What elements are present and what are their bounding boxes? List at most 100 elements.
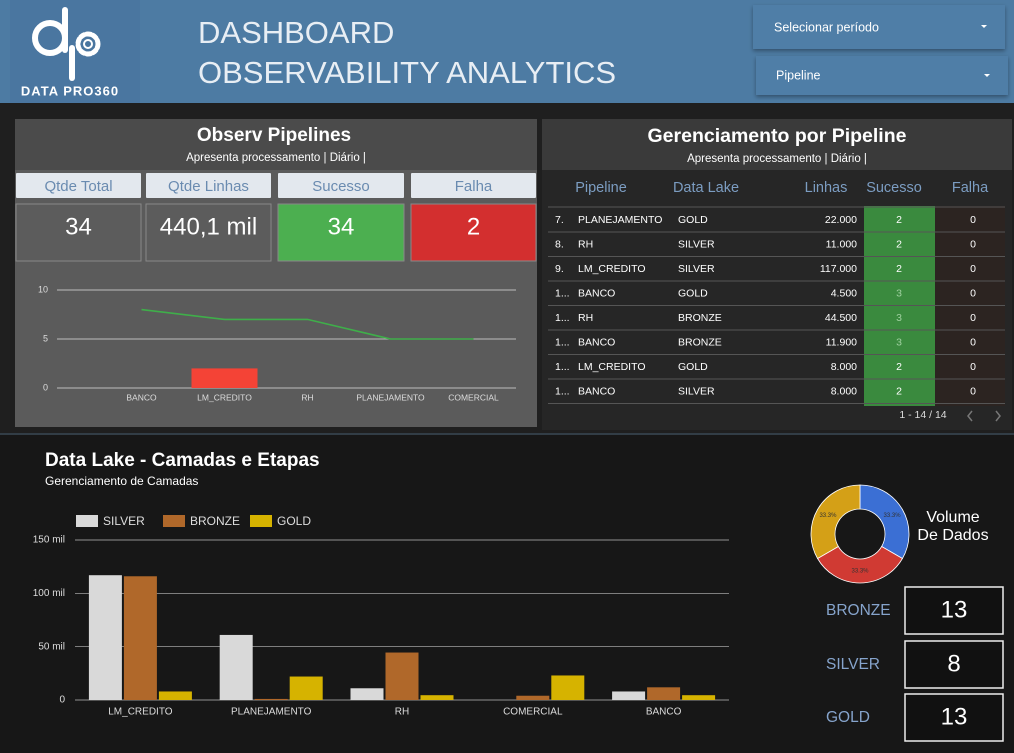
legend-swatch (76, 515, 98, 527)
x-tick-label: PLANEJAMENTO (231, 707, 312, 718)
table-header: Pipeline (575, 180, 627, 196)
chart-title: Volume De Dados (917, 509, 988, 544)
table-cell: 117.000 (820, 263, 857, 275)
bar (516, 695, 550, 700)
bar (219, 634, 253, 700)
kpi-value: 440,1 mil (160, 213, 257, 240)
next-page[interactable] (995, 410, 1001, 422)
dropdown-box[interactable] (756, 56, 1008, 95)
table-cell: 0 (970, 214, 976, 226)
kpi-value: 34 (328, 213, 355, 240)
dropdown-label[interactable]: Pipeline (776, 68, 821, 82)
table-cell: 22.000 (825, 214, 857, 226)
logo-icon (32, 7, 101, 81)
bar (551, 675, 585, 700)
table-cell: BRONZE (678, 336, 722, 348)
x-tick-label: RH (301, 392, 313, 402)
table-header: Sucesso (866, 180, 922, 196)
slice-label: 33.3% (884, 513, 902, 519)
y-tick-label: 50 mil (38, 641, 65, 652)
table-cell: SILVER (678, 385, 715, 397)
table-cell: 2 (896, 361, 902, 373)
table-header: Falha (952, 180, 989, 196)
table-cell: 9. (555, 263, 564, 275)
dropdown-arrow[interactable] (981, 25, 987, 28)
legend-swatch (163, 515, 185, 527)
scorecard-box (904, 586, 1004, 635)
table-cell: LM_CREDITO (578, 361, 646, 373)
scorecard-label: GOLD (826, 709, 870, 726)
period-dropdown[interactable]: Selecionar período (753, 5, 1005, 49)
panel-title: Gerenciamento por Pipeline (648, 125, 907, 147)
table-cell: GOLD (678, 287, 708, 299)
kpi-label-box (146, 173, 271, 198)
x-tick-label: RH (395, 707, 409, 718)
table-cell: BANCO (578, 287, 615, 299)
bar (682, 695, 716, 700)
chart-subtitle: Gerenciamento de Camadas (45, 474, 198, 488)
dropdown-arrow[interactable] (984, 74, 990, 77)
table-cell: 2 (896, 263, 902, 275)
y-tick-label: 100 mil (33, 588, 65, 599)
table-cell: 1... (555, 312, 570, 324)
kpi-value-box (277, 203, 405, 262)
table-cell: 2 (896, 214, 902, 226)
kpi-value: 2 (467, 213, 480, 240)
scorecard-box (904, 640, 1004, 689)
y-tick-label: 0 (59, 695, 65, 706)
kpi-label: Qtde Total (44, 178, 112, 195)
table-cell: 0 (970, 263, 976, 275)
table-cell: GOLD (678, 214, 708, 226)
bar (385, 652, 419, 700)
legend-label: BRONZE (190, 514, 240, 528)
table-cell: LM_CREDITO (578, 263, 646, 275)
kpi-label: Qtde Linhas (168, 178, 249, 195)
kpi-value-box (410, 203, 537, 262)
scorecard-label: SILVER (826, 656, 880, 673)
y-tick-label: 0 (43, 382, 48, 392)
scorecard-value: 13 (941, 703, 968, 730)
table-cell: 0 (970, 361, 976, 373)
table-header: Data Lake (673, 180, 739, 196)
y-tick-label: 150 mil (33, 535, 65, 546)
table-cell: 1... (555, 361, 570, 373)
dropdown-label[interactable]: Selecionar período (774, 20, 879, 34)
pipelines-panel (15, 119, 537, 427)
x-tick-label: COMERCIAL (503, 707, 563, 718)
x-tick-label: BANCO (126, 392, 157, 402)
dropdown-box[interactable] (753, 5, 1005, 49)
legend-swatch (250, 515, 272, 527)
x-tick-label: LM_CREDITO (197, 392, 252, 402)
table-cell: PLANEJAMENTO (578, 214, 662, 226)
table-cell: 11.900 (826, 336, 857, 348)
table-cell: 1... (555, 336, 570, 348)
table-cell: 8.000 (831, 361, 857, 373)
legend-label: SILVER (103, 514, 145, 528)
table-cell: 11.000 (826, 238, 857, 250)
line-series (141, 308, 474, 340)
scorecard-box (904, 693, 1004, 742)
kpi-label-box (16, 173, 141, 198)
scorecard-value: 13 (941, 596, 968, 623)
table-cell: 2 (896, 238, 902, 250)
bar (420, 695, 454, 700)
table-cell: 8.000 (831, 385, 857, 397)
prev-page[interactable] (967, 410, 973, 422)
table-cell: 1... (555, 287, 570, 299)
kpi-value: 34 (65, 213, 92, 240)
panel-subtitle: Apresenta processamento | Diário | (687, 153, 867, 165)
x-tick-label: PLANEJAMENTO (356, 392, 425, 402)
pie-slice (859, 484, 910, 560)
table-cell: 2 (896, 385, 902, 397)
chart-title: Data Lake - Camadas e Etapas (45, 450, 320, 471)
bar (350, 688, 384, 700)
kpi-label-box (411, 173, 536, 198)
table-cell: BANCO (578, 385, 615, 397)
dashboard-title: OBSERVABILITY ANALYTICS (198, 55, 616, 90)
pipeline-dropdown[interactable]: Pipeline (756, 56, 1008, 95)
scorecard-value: 8 (947, 650, 960, 677)
table-cell: RH (578, 238, 593, 250)
table-header: Linhas (805, 180, 848, 196)
table-cell: 0 (970, 238, 976, 250)
